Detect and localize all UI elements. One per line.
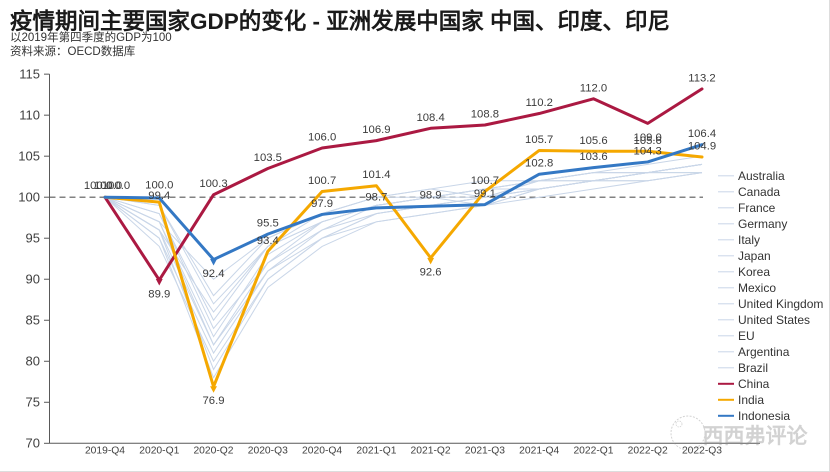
svg-text:92.6: 92.6 (420, 266, 442, 278)
svg-text:2020-Q1: 2020-Q1 (139, 446, 179, 457)
svg-text:2021-Q4: 2021-Q4 (519, 446, 559, 457)
svg-text:2020-Q2: 2020-Q2 (193, 446, 233, 457)
svg-text:108.8: 108.8 (471, 109, 499, 121)
svg-text:EU: EU (738, 329, 755, 343)
svg-text:101.4: 101.4 (362, 169, 390, 181)
svg-text:100.7: 100.7 (471, 175, 499, 187)
svg-text:Australia: Australia (738, 169, 785, 183)
svg-text:105.6: 105.6 (579, 135, 607, 147)
svg-text:Argentina: Argentina (738, 345, 790, 359)
svg-text:104.9: 104.9 (688, 141, 716, 153)
svg-text:103.6: 103.6 (579, 151, 607, 163)
svg-text:104.3: 104.3 (634, 145, 662, 157)
svg-text:97.9: 97.9 (311, 198, 333, 210)
svg-text:113.2: 113.2 (688, 72, 715, 84)
svg-text:2021-Q3: 2021-Q3 (465, 446, 505, 457)
svg-text:110: 110 (19, 108, 40, 123)
svg-text:India: India (738, 393, 764, 407)
svg-text:106.4: 106.4 (688, 128, 716, 140)
svg-text:90: 90 (26, 272, 40, 287)
svg-text:Korea: Korea (738, 265, 770, 279)
svg-text:98.9: 98.9 (420, 190, 442, 202)
svg-text:France: France (738, 201, 776, 215)
svg-text:110.2: 110.2 (525, 97, 552, 109)
svg-text:2021-Q2: 2021-Q2 (411, 446, 451, 457)
svg-text:United Kingdom: United Kingdom (738, 297, 823, 311)
svg-text:100.3: 100.3 (199, 178, 227, 190)
svg-text:Japan: Japan (738, 249, 771, 263)
svg-text:2022-Q2: 2022-Q2 (628, 446, 668, 457)
svg-text:103.5: 103.5 (254, 152, 282, 164)
svg-text:115: 115 (19, 67, 40, 82)
svg-text:105.7: 105.7 (525, 134, 553, 146)
svg-text:106.9: 106.9 (362, 124, 390, 136)
svg-text:2019-Q4: 2019-Q4 (85, 446, 125, 457)
svg-text:Mexico: Mexico (738, 281, 776, 295)
svg-text:93.4: 93.4 (257, 235, 279, 247)
svg-text:108.4: 108.4 (416, 112, 444, 124)
svg-text:76.9: 76.9 (203, 395, 225, 407)
svg-text:2022-Q1: 2022-Q1 (573, 446, 613, 457)
svg-text:2021-Q1: 2021-Q1 (356, 446, 396, 457)
svg-text:China: China (738, 377, 770, 391)
svg-text:92.4: 92.4 (203, 268, 225, 280)
svg-text:100.0: 100.0 (145, 180, 173, 192)
svg-text:89.9: 89.9 (148, 289, 170, 301)
svg-text:112.0: 112.0 (580, 82, 607, 94)
svg-text:70: 70 (26, 436, 40, 451)
svg-text:80: 80 (26, 354, 40, 369)
svg-text:Italy: Italy (738, 233, 760, 247)
svg-text:105: 105 (18, 149, 40, 164)
svg-text:75: 75 (26, 395, 40, 410)
svg-text:Indonesia: Indonesia (738, 409, 790, 423)
svg-text:Canada: Canada (738, 185, 780, 199)
svg-text:西西弗评论: 西西弗评论 (703, 424, 809, 448)
svg-text:2020-Q3: 2020-Q3 (248, 446, 288, 457)
svg-text:106.0: 106.0 (308, 132, 336, 144)
svg-text:2020-Q4: 2020-Q4 (302, 446, 342, 457)
svg-text:100: 100 (18, 190, 40, 205)
svg-text:100.7: 100.7 (308, 175, 336, 187)
svg-text:99.1: 99.1 (474, 188, 496, 200)
svg-text:95.5: 95.5 (257, 218, 279, 230)
svg-text:95: 95 (26, 231, 40, 246)
svg-text:100.0: 100.0 (102, 180, 130, 192)
svg-text:Germany: Germany (738, 217, 787, 231)
svg-text:102.8: 102.8 (525, 158, 553, 170)
svg-text:99.4: 99.4 (148, 190, 170, 202)
svg-text:85: 85 (26, 313, 40, 328)
svg-text:United States: United States (738, 313, 810, 327)
svg-text:Brazil: Brazil (738, 361, 768, 375)
svg-text:98.7: 98.7 (365, 191, 387, 203)
